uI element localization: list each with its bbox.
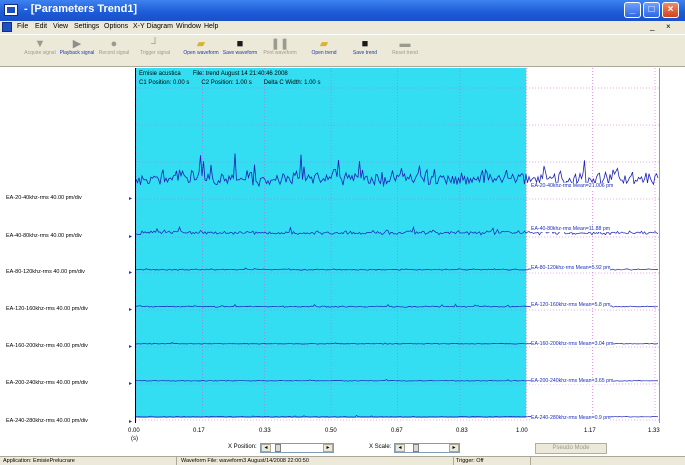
open-folder-icon: ▰ — [319, 38, 329, 50]
x-position-label: X Position: — [228, 444, 257, 450]
down-triangle-icon: ▼ — [34, 38, 46, 50]
channel-label: EA-80-120khz-rms 40.00 pm/div — [6, 269, 85, 275]
minimize-button[interactable]: _ — [624, 2, 641, 18]
menu-window[interactable]: Window — [176, 23, 201, 30]
x-tick: 1.17 — [584, 428, 596, 434]
trigger-signal-button[interactable]: ┘ Trigger signal — [137, 37, 173, 65]
status-trigger: Trigger: Off — [456, 458, 484, 464]
x-tick: 1.33 — [648, 428, 660, 434]
trigger-icon: ┘ — [151, 38, 159, 50]
save-waveform-button[interactable]: ■ Save waveform — [222, 38, 258, 56]
channel-label: EA-240-280khz-rms 40.00 pm/div — [6, 418, 88, 424]
record-signal-button[interactable]: ● Record signal — [96, 37, 132, 65]
channel-marker-icon[interactable]: ▸ — [129, 307, 133, 313]
record-icon: ● — [110, 38, 118, 50]
x-tick: 0.67 — [391, 428, 403, 434]
x-scale-label: X Scale: — [369, 444, 392, 450]
x-tick: 1.00 — [516, 428, 528, 434]
floppy-disk-icon: ■ — [236, 38, 244, 50]
channel-label: EA-200-240khz-rms 40.00 pm/div — [6, 380, 88, 386]
x-scale-scrollbar[interactable]: ◂ ▸ — [394, 443, 460, 453]
pause-icon: ❚❚ — [270, 38, 290, 50]
scroll-thumb[interactable] — [275, 444, 281, 452]
reset-trend-button[interactable]: ▬ Reset trend — [387, 37, 423, 65]
menu-view[interactable]: View — [53, 23, 69, 30]
window-title: - [Parameters Trend1] — [24, 3, 138, 15]
channel-label: EA-120-160khz-rms 40.00 pm/div — [6, 306, 88, 312]
x-tick: 0.83 — [456, 428, 468, 434]
scroll-right-icon[interactable]: ▸ — [449, 444, 459, 452]
scroll-left-icon[interactable]: ◂ — [395, 444, 405, 452]
toolbar: ▼ Acquire signal ▶ Playback signal ● Rec… — [0, 34, 685, 67]
delta-width: Delta C Width: 1.00 s — [263, 80, 321, 86]
channel-marker-icon[interactable]: ▸ — [129, 270, 133, 276]
menu-help[interactable]: Help — [204, 23, 219, 30]
floppy-disk-icon: ■ — [361, 38, 369, 50]
channel-marker-icon[interactable]: ▸ — [129, 419, 133, 425]
status-app: Application: EmisiePrelucrare — [3, 458, 75, 464]
x-tick: 0.00 — [128, 428, 140, 434]
channel-mean: EA-120-160khz-rms Mean=5.8 pm — [531, 302, 611, 308]
scroll-controls: X Position: ◂ ▸ X Scale: ◂ ▸ Pseudo Mode — [0, 443, 685, 455]
print-waveform-button[interactable]: ❚❚ Print waveform — [263, 38, 297, 56]
acquire-signal-button[interactable]: ▼ Acquire signal — [22, 37, 58, 65]
reset-icon: ▬ — [399, 38, 411, 50]
x-axis: 0.00 0.17 0.33 0.50 0.67 0.83 1.00 1.17 … — [0, 428, 685, 442]
mdi-close-button[interactable]: × — [666, 22, 671, 31]
menu-file[interactable]: File — [17, 23, 29, 30]
channel-marker-icon[interactable]: ▸ — [129, 381, 133, 387]
title-bar: - [Parameters Trend1] _ □ × — [0, 0, 685, 21]
x-tick: 0.50 — [325, 428, 337, 434]
channel-trace — [136, 153, 659, 188]
cursor2-position: C2 Position: 1.00 s — [201, 80, 252, 86]
plot-canvas[interactable] — [136, 68, 661, 423]
menu-options[interactable]: Options — [104, 23, 129, 30]
scroll-right-icon[interactable]: ▸ — [323, 444, 333, 452]
playback-signal-button[interactable]: ▶ Playback signal — [59, 38, 95, 56]
cursor1-position: C1 Position: 0.00 s — [139, 80, 190, 86]
menu-settings[interactable]: Settings — [74, 23, 100, 30]
mdi-minimize-button[interactable]: _ — [650, 22, 655, 31]
channel-mean: EA-160-200khz-rms Mean=3.04 pm — [531, 341, 614, 347]
channel-label: EA-20-40khz-rms 40.00 pm/div — [6, 195, 82, 201]
pseudo-mode-button[interactable]: Pseudo Mode — [535, 443, 607, 454]
status-file: Waveform File: waveform3 August/14/2008 … — [181, 458, 309, 464]
info-title: Emisie acustica — [139, 71, 181, 77]
close-button[interactable]: × — [662, 2, 679, 18]
x-position-scrollbar[interactable]: ◂ ▸ — [260, 443, 334, 453]
menu-bar: File Edit View Settings Options X-Y Diag… — [0, 21, 685, 34]
channel-marker-icon[interactable]: ▸ — [129, 196, 133, 202]
status-bar: Application: EmisiePrelucrare Waveform F… — [0, 456, 685, 465]
channel-label: EA-160-200khz-rms 40.00 pm/div — [6, 343, 88, 349]
channel-mean: EA-20-40khz-rms Mean=21.006 pm — [531, 183, 614, 189]
channel-marker-icon[interactable]: ▸ — [129, 234, 133, 240]
channel-mean: EA-240-280khz-rms Mean=0.9 pm — [531, 415, 611, 421]
info-file: File: trend August 14 21:40:46 2008 — [192, 71, 288, 77]
scroll-thumb[interactable] — [413, 444, 419, 452]
x-unit: (s) — [131, 436, 138, 442]
menu-xy-diagram[interactable]: X-Y Diagram — [133, 23, 173, 30]
maximize-button[interactable]: □ — [643, 2, 660, 18]
open-trend-button[interactable]: ▰ Open trend — [306, 37, 342, 65]
channel-mean: EA-40-80khz-rms Mean=11.88 pm — [531, 226, 611, 232]
trend-info: Emisie acustica File: trend August 14 21:… — [139, 70, 332, 88]
scroll-left-icon[interactable]: ◂ — [261, 444, 271, 452]
x-tick: 0.17 — [193, 428, 205, 434]
app-icon[interactable] — [4, 4, 18, 16]
channel-mean: EA-200-240khz-rms Mean=3.65 pm — [531, 378, 614, 384]
document-icon[interactable] — [2, 22, 12, 32]
menu-edit[interactable]: Edit — [35, 23, 48, 30]
save-trend-button[interactable]: ■ Save trend — [347, 37, 383, 65]
trend-plot[interactable] — [135, 68, 661, 423]
x-tick: 0.33 — [259, 428, 271, 434]
open-folder-icon: ▰ — [196, 38, 206, 50]
channel-label: EA-40-80khz-rms 40.00 pm/div — [6, 233, 82, 239]
play-icon: ▶ — [72, 38, 82, 50]
channel-mean: EA-80-120khz-rms Mean=5.92 pm — [531, 265, 611, 271]
channel-marker-icon[interactable]: ▸ — [129, 344, 133, 350]
open-waveform-button[interactable]: ▰ Open waveform — [183, 38, 219, 56]
